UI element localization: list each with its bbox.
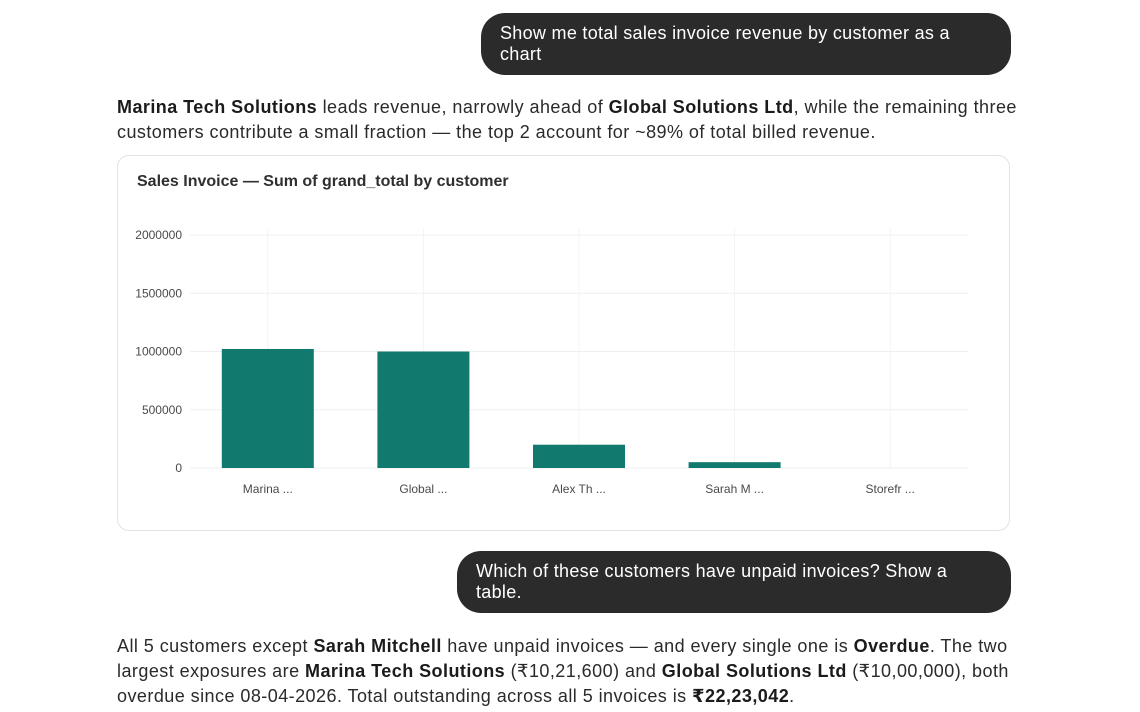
chart-title: Sales Invoice — Sum of grand_total by cu… <box>137 173 509 190</box>
user-message-bubble: Which of these customers have unpaid inv… <box>457 551 1011 613</box>
status-text: Overdue <box>853 636 930 656</box>
assistant-answer: Marina Tech Solutions leads revenue, nar… <box>117 95 1017 145</box>
answer-text: . <box>789 686 795 706</box>
bar-2[interactable] <box>377 351 470 469</box>
chart-card: Sales Invoice — Sum of grand_total by cu… <box>117 155 1010 531</box>
customer-name: Global Solutions Ltd <box>661 661 847 681</box>
y-tick-label: 2000000 <box>135 228 182 242</box>
x-tick-label: Sarah M ... <box>705 482 764 496</box>
x-tick-label: Storefr ... <box>866 482 915 496</box>
customer-name: Marina Tech Solutions <box>305 661 506 681</box>
total-outstanding: ₹22,23,042 <box>692 686 790 706</box>
answer-text: . The two largest exposures are <box>117 636 1008 681</box>
assistant-answer: All 5 customers except Sarah Mitchell ha… <box>117 634 1017 709</box>
customer-name: Global Solutions Ltd <box>608 97 794 117</box>
user-message-text: Which of these customers have unpaid inv… <box>476 561 948 602</box>
bar-4[interactable] <box>688 462 781 468</box>
chart-labels: 0 500000 1000000 1500000 2000000 Marina ... Gl… <box>135 228 915 496</box>
answer-text: (₹10,21,600) and <box>505 661 662 681</box>
x-tick-label: Alex Th ... <box>552 482 606 496</box>
y-tick-label: 500000 <box>142 403 182 417</box>
y-tick-label: 0 <box>175 461 182 475</box>
chart-bars <box>221 348 781 469</box>
answer-text: (₹10,00,000), both overdue since 08-04-2… <box>117 661 1009 706</box>
answer-text: , while the remaining three customers co… <box>117 97 1017 142</box>
customer-name: Sarah Mitchell <box>313 636 442 656</box>
user-message-bubble: Show me total sales invoice revenue by c… <box>481 13 1011 75</box>
bar-chart: 0 500000 1000000 1500000 2000000 Marina ... Gl… <box>135 228 968 496</box>
x-tick-label: Global ... <box>399 482 447 496</box>
bar-1[interactable] <box>221 348 314 468</box>
customer-name: Marina Tech Solutions <box>117 97 318 117</box>
answer-text: leads revenue, narrowly ahead of <box>317 97 609 117</box>
x-tick-label: Marina ... <box>243 482 293 496</box>
y-tick-label: 1000000 <box>135 345 182 359</box>
user-message-text: Show me total sales invoice revenue by c… <box>500 23 950 64</box>
bar-3[interactable] <box>533 444 625 468</box>
answer-text: All 5 customers except <box>117 636 314 656</box>
answer-text: have unpaid invoices — and every single … <box>441 636 854 656</box>
y-tick-label: 1500000 <box>135 286 182 300</box>
